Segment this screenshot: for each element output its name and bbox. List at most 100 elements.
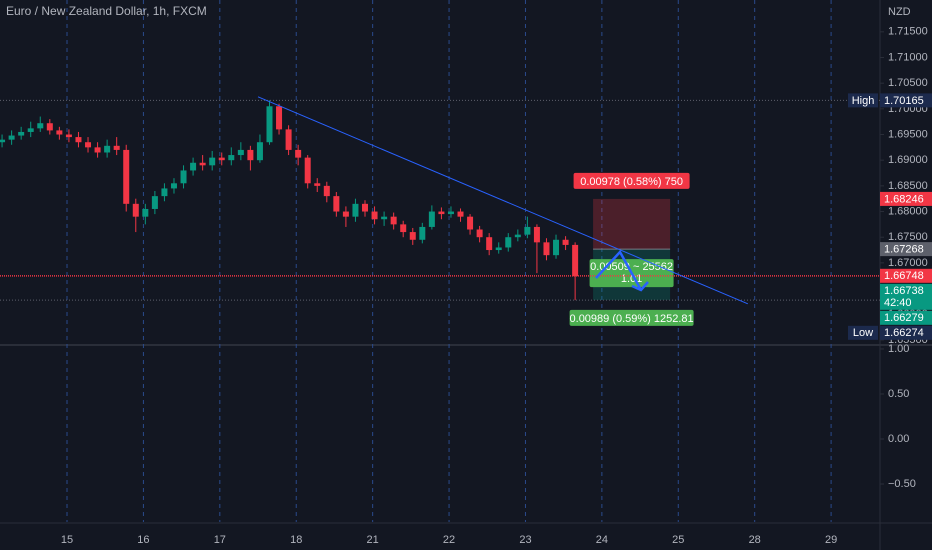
candle-body [438,211,445,215]
indicator-tick-label: 0.50 [888,388,909,400]
candle-body [276,106,283,130]
y-tick-label: 1.70500 [888,77,928,89]
candle-body [457,211,464,217]
y-tick-label: 1.69000 [888,154,928,166]
stop-label: 0.00978 (0.58%) 750 [580,176,683,188]
price-tag-label-bg [848,325,878,340]
price-tag-value: 1.66738 [884,285,924,297]
candle-body [342,211,349,217]
candle-body [75,137,82,143]
candle-body [323,185,330,197]
arrow-drawing [595,249,643,291]
candle-body [123,149,130,204]
candle-body [543,242,550,256]
candle-body [104,145,111,153]
candle-body [170,183,177,189]
candle-body [476,229,483,238]
x-tick-label: 29 [825,534,837,546]
y-tick-label: 1.68000 [888,205,928,217]
candle-body [447,211,454,215]
y-tick-label: 1.71500 [888,26,928,38]
y-tick-label: 1.69500 [888,128,928,140]
x-tick-label: 18 [290,534,302,546]
price-tag [880,325,932,340]
x-tick-label: 16 [137,534,149,546]
y-tick-label: 1.67000 [888,257,928,269]
price-tag-value: 1.66279 [884,312,924,324]
candle-body [390,216,397,225]
x-tick-label: 28 [749,534,761,546]
price-tag [880,191,932,206]
candle-body [113,145,120,150]
candle-body [37,123,44,129]
price-tag-value: 1.68246 [884,193,924,205]
candle-body [409,232,416,240]
candle-body [228,155,235,161]
price-tag [880,268,932,283]
y-tick-label: 1.67500 [888,231,928,243]
y-tick-label: 1.71000 [888,51,928,63]
price-tag [880,283,932,310]
candle-body [266,106,273,143]
candle-body [428,211,435,227]
candle-body [371,211,378,220]
stop-zone [593,198,671,250]
candle-body [180,170,187,184]
price-tag [880,242,932,257]
x-tick-label: 24 [596,534,608,546]
candle-body [8,135,15,140]
price-tag-timer: 42:40 [884,297,912,309]
candle-body [199,162,206,166]
candle-body [314,183,321,186]
price-tag-label: High [852,95,875,107]
price-tag-value: 1.67268 [884,244,924,256]
candle-body [85,142,92,148]
x-tick-label: 21 [367,534,379,546]
candle-body [524,226,531,235]
y-tick-label: 1.68500 [888,180,928,192]
candle-body [285,129,292,150]
indicator-tick-label: −0.50 [888,478,916,490]
target-label: 0.00989 (0.59%) 1252.81 [570,313,694,325]
x-tick-label: 23 [519,534,531,546]
stop-label-bg [573,172,690,189]
candle-body [218,157,225,161]
price-tag-label: Low [853,327,873,339]
indicator-tick-label: 0.00 [888,433,909,445]
candle-body [190,162,197,171]
candle-body [400,224,407,233]
price-tag [880,93,932,108]
candle-body [94,147,101,153]
candle-body [333,196,340,212]
price-tag [880,310,932,325]
price-tag-value: 1.70165 [884,95,924,107]
trendline [257,96,749,305]
price-tag-label-bg [848,93,878,108]
candle-body [572,244,579,277]
candle-body [495,247,502,251]
candle-body [18,131,25,136]
candle-body [237,149,244,156]
indicator-tick-label: 1.00 [888,343,909,355]
candle-body [46,123,53,131]
candle-body [533,226,540,243]
x-tick-label: 15 [61,534,73,546]
target-label-bg [569,309,694,326]
price-tag-value: 1.66748 [884,270,924,282]
candle-body [381,216,388,220]
candle-body [467,216,474,230]
candle-body [514,234,521,238]
candle-body [486,237,493,251]
candle-body [56,130,63,135]
candle-body [27,128,34,132]
candle-body [352,203,359,217]
candle-body [553,239,560,256]
candle-body [161,188,168,197]
currency: NZD [888,6,911,18]
x-tick-label: 22 [443,534,455,546]
candle-body [132,203,139,217]
arrow-head [631,281,649,292]
candle-body [419,226,426,240]
